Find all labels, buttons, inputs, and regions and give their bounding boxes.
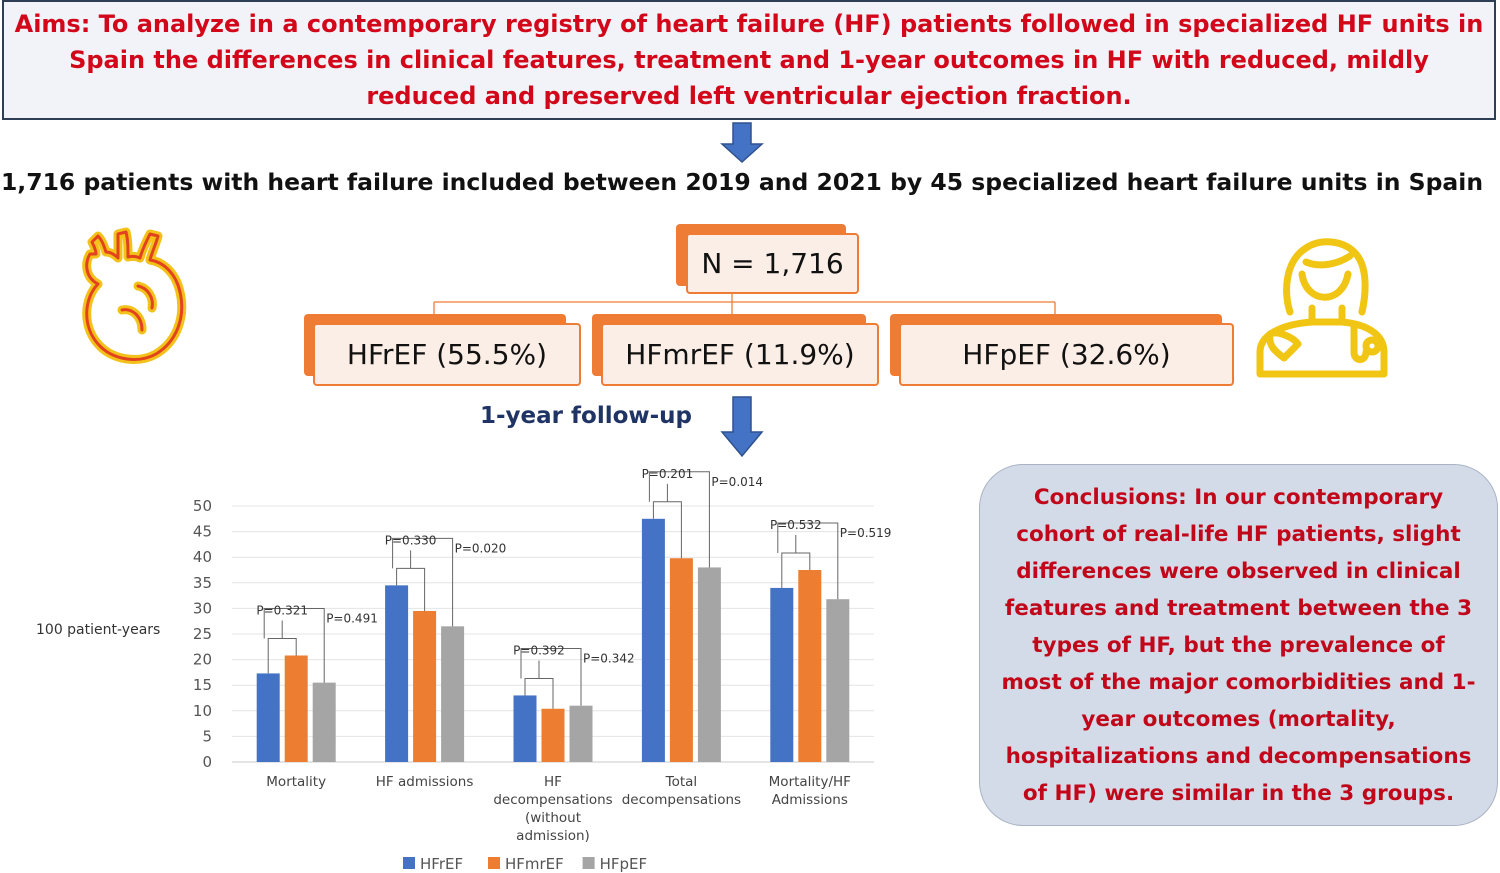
bar-hfmref xyxy=(284,655,308,762)
significance-bracket xyxy=(777,522,839,600)
bar-hfmref xyxy=(413,610,437,762)
x-tick-label: HF admissions xyxy=(376,774,474,790)
y-tick-label: 40 xyxy=(193,548,212,566)
bar-hfref xyxy=(641,518,665,762)
total-patients-box: N = 1,716 xyxy=(686,233,859,294)
bar-hfref xyxy=(385,585,409,762)
arrow-down-icon xyxy=(720,396,764,458)
y-tick-label: 15 xyxy=(193,676,212,694)
legend-label-hfref: HFrEF xyxy=(420,855,463,873)
bar-hfmref xyxy=(798,570,822,762)
group-box-hfmref: HFmrEF (11.9%) xyxy=(601,323,879,386)
followup-label: 1-year follow-up xyxy=(480,403,693,429)
p-value-label: P=0.014 xyxy=(711,475,763,489)
group-box-hfpef: HFpEF (32.6%) xyxy=(899,323,1234,386)
x-tick-label: Total xyxy=(665,774,698,790)
significance-bracket xyxy=(263,608,325,683)
y-tick-label: 0 xyxy=(202,753,212,771)
p-value-label: P=0.342 xyxy=(583,651,635,665)
y-tick-label: 20 xyxy=(193,651,212,669)
p-value-label: P=0.519 xyxy=(840,526,892,540)
conclusions-text: Conclusions: In our contemporary cohort … xyxy=(1001,484,1476,806)
x-tick-label: HF xyxy=(544,774,562,790)
bar-hfmref xyxy=(541,708,565,762)
y-axis-label: 100 patient-years xyxy=(36,622,161,638)
y-tick-label: 45 xyxy=(193,523,212,541)
y-tick-label: 5 xyxy=(202,727,212,745)
legend-label-hfmref: HFmrEF xyxy=(505,855,564,873)
bar-hfref xyxy=(256,673,280,762)
total-patients-label: N = 1,716 xyxy=(701,247,844,280)
significance-bracket xyxy=(648,471,710,568)
p-value-label: P=0.392 xyxy=(513,643,565,657)
bar-hfpef xyxy=(441,626,465,762)
x-tick-label: Admissions xyxy=(772,792,848,808)
group-box-hfref: HFrEF (55.5%) xyxy=(313,323,581,386)
bar-hfref xyxy=(513,695,537,762)
p-value-label: P=0.491 xyxy=(326,612,378,626)
y-tick-label: 10 xyxy=(193,702,212,720)
p-value-label: P=0.321 xyxy=(256,604,308,618)
x-tick-label: decompensations xyxy=(622,792,741,808)
group-label-hfmref: HFmrEF (11.9%) xyxy=(625,338,855,371)
p-value-label: P=0.330 xyxy=(385,533,437,547)
heart-icon xyxy=(82,227,187,364)
x-tick-label: (without xyxy=(525,810,581,826)
y-tick-label: 30 xyxy=(193,599,212,617)
p-value-label: P=0.020 xyxy=(455,541,507,555)
significance-bracket xyxy=(392,537,454,627)
bar-hfref xyxy=(770,587,794,762)
x-tick-label: Mortality/HF xyxy=(769,774,851,790)
y-tick-label: 35 xyxy=(193,574,212,592)
legend-swatch-hfref xyxy=(403,857,415,869)
group-label-hfpef: HFpEF (32.6%) xyxy=(962,338,1171,371)
bar-hfpef xyxy=(826,599,850,762)
bar-hfmref xyxy=(669,558,693,762)
conclusions-box: Conclusions: In our contemporary cohort … xyxy=(979,464,1498,826)
doctor-icon xyxy=(1256,238,1388,378)
bar-hfpef xyxy=(312,682,336,762)
aims-text: Aims: To analyze in a contemporary regis… xyxy=(14,10,1484,110)
group-label-hfref: HFrEF (55.5%) xyxy=(346,338,548,371)
bar-hfpef xyxy=(697,567,721,762)
legend-label-hfpef: HFpEF xyxy=(600,855,648,873)
p-value-label: P=0.201 xyxy=(642,467,694,481)
x-tick-label: admission) xyxy=(516,828,590,844)
aims-box: Aims: To analyze in a contemporary regis… xyxy=(2,0,1496,120)
cohort-subtitle: 1,716 patients with heart failure includ… xyxy=(0,168,1484,196)
p-value-label: P=0.532 xyxy=(770,518,822,532)
y-tick-label: 25 xyxy=(193,625,212,643)
legend-swatch-hfpef xyxy=(582,857,595,869)
significance-bracket xyxy=(520,647,582,706)
y-tick-label: 50 xyxy=(193,497,212,515)
bar-hfpef xyxy=(569,705,593,762)
legend-swatch-hfmref xyxy=(488,857,500,869)
arrow-down-icon xyxy=(720,122,764,164)
x-tick-label: Mortality xyxy=(266,774,326,790)
x-tick-label: decompensations xyxy=(493,792,612,808)
